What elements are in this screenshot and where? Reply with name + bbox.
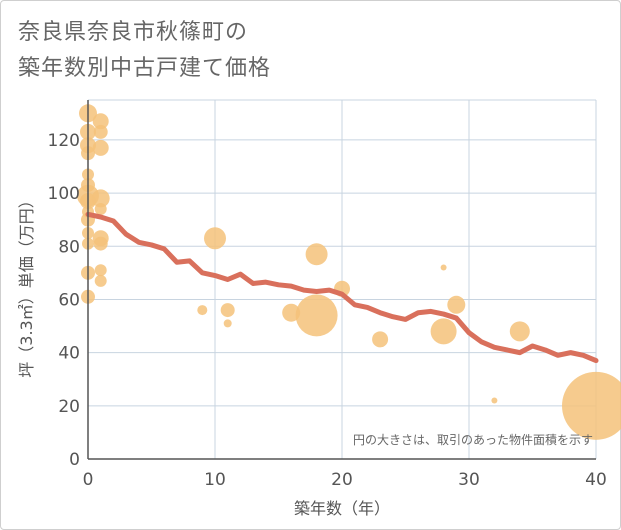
- y-tick-label: 120: [48, 131, 80, 151]
- chart-title-line-2: 築年数別中古戸建て価格: [18, 56, 272, 81]
- bubble-point: [447, 295, 466, 314]
- bubble-point: [491, 397, 498, 404]
- bubble-point: [223, 319, 232, 328]
- bubble-point: [204, 227, 226, 250]
- y-tick-label: 80: [58, 237, 80, 257]
- bubble-point: [92, 139, 109, 156]
- bubble-point: [305, 243, 328, 266]
- y-tick-label: 0: [69, 450, 80, 470]
- x-tick-label: 30: [458, 470, 480, 490]
- bubble-point: [94, 274, 107, 287]
- y-tick-label: 60: [58, 290, 80, 310]
- x-axis-title: 築年数（年）: [294, 499, 390, 518]
- bubble-series: [77, 104, 621, 440]
- bubble-point: [509, 321, 530, 342]
- bubble-point: [372, 331, 389, 348]
- x-tick-label: 20: [331, 470, 353, 490]
- bubble-point: [220, 303, 235, 318]
- bubble-point: [93, 236, 108, 251]
- bubble-point: [430, 318, 457, 345]
- y-axis-title: 坪（3.3㎡）単価（万円）: [17, 192, 36, 377]
- bubble-point: [440, 264, 447, 271]
- bubble-point: [94, 264, 107, 277]
- bubble-point: [295, 294, 338, 337]
- bubble-point: [94, 203, 107, 216]
- average-price-line: [85, 211, 599, 364]
- y-tick-label: 100: [48, 184, 80, 204]
- bubble-point: [92, 113, 109, 130]
- bubble-point: [562, 371, 621, 440]
- chart-title-line-1: 奈良県奈良市秋篠町の: [18, 20, 249, 45]
- x-tick-label: 10: [204, 470, 226, 490]
- bubble-point: [197, 305, 208, 316]
- average-line-series: [85, 211, 599, 364]
- size-annotation: 円の大きさは、取引のあった物件面積を示す: [353, 432, 593, 447]
- x-tick-label: 0: [83, 470, 94, 490]
- y-tick-label: 40: [58, 344, 80, 364]
- x-tick-label: 40: [585, 470, 607, 490]
- chart-title: 奈良県奈良市秋篠町の 築年数別中古戸建て価格: [18, 15, 271, 87]
- bubble-point: [91, 189, 110, 208]
- bubble-point: [93, 124, 108, 139]
- y-tick-label: 20: [58, 397, 80, 417]
- grid-lines: [88, 99, 597, 459]
- axes: 0 10 20 30 40 0 20 40 60 80 100 120: [48, 100, 607, 490]
